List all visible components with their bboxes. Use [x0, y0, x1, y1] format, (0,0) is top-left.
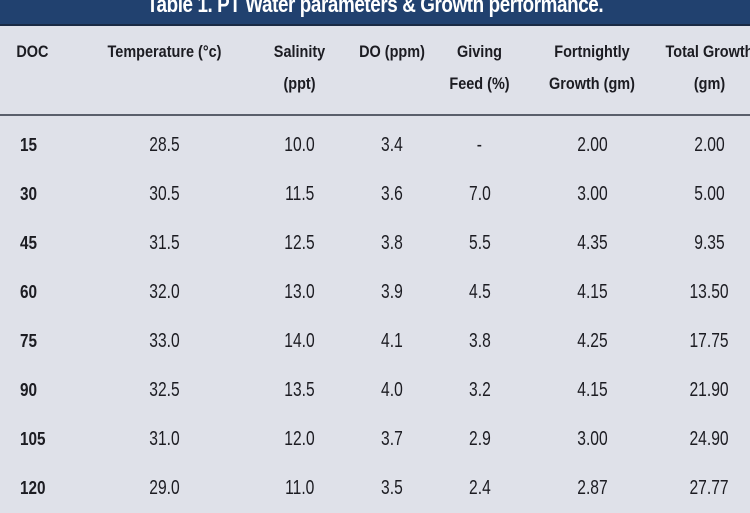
cell-giving-feed: 5.5	[468, 232, 491, 254]
cell-temperature: 28.5	[149, 134, 180, 156]
cell-doc: 120	[20, 478, 46, 498]
cell-temperature: 33.0	[149, 330, 180, 352]
cell-fortnightly-growth: 2.00	[576, 134, 608, 156]
cell-doc: 15	[20, 135, 38, 155]
header-temperature: Temperature (°c)	[94, 26, 235, 116]
header-total-growth: Total Growth (gm)	[664, 26, 750, 116]
cell-giving-feed: 4.5	[468, 281, 491, 303]
cell-salinity: 11.5	[284, 183, 315, 205]
cell-doc: 90	[20, 380, 38, 400]
cell-do: 4.1	[381, 330, 403, 352]
cell-total-growth: 24.90	[689, 428, 730, 450]
table-title: Table 1. PT Water parameters & Growth pe…	[146, 0, 604, 17]
cell-doc: 75	[20, 331, 38, 351]
cell-temperature: 31.5	[149, 232, 180, 254]
cell-giving-feed: 2.9	[468, 428, 491, 450]
cell-fortnightly-growth: 4.15	[576, 379, 608, 401]
cell-temperature: 32.5	[149, 379, 180, 401]
cell-doc: 105	[20, 429, 46, 449]
cell-giving-feed: 7.0	[468, 183, 491, 205]
cell-giving-feed: -	[476, 134, 483, 156]
cell-fortnightly-growth: 2.87	[576, 477, 608, 499]
water-parameters-table: DOC Temperature (°c) Salinity (ppt) DO (p…	[0, 26, 750, 513]
cell-salinity: 12.5	[284, 232, 315, 254]
table-row: 90 32.5 13.5 4.0 3.2 4.15 21.90	[0, 366, 750, 415]
cell-giving-feed: 3.2	[468, 379, 491, 401]
cell-total-growth: 13.50	[689, 281, 730, 303]
header-giving-feed: Giving Feed (%)	[439, 26, 520, 116]
cell-do: 3.8	[381, 232, 403, 254]
table-row: 75 33.0 14.0 4.1 3.8 4.25 17.75	[0, 317, 750, 366]
cell-salinity: 13.0	[284, 281, 315, 303]
cell-do: 3.7	[381, 428, 403, 450]
cell-do: 3.5	[381, 477, 403, 499]
cell-giving-feed: 2.4	[468, 477, 491, 499]
cell-salinity: 13.5	[284, 379, 315, 401]
cell-fortnightly-growth: 3.00	[576, 183, 608, 205]
cell-doc: 45	[20, 233, 38, 253]
cell-doc: 30	[20, 184, 38, 204]
header-doc: DOC	[6, 26, 76, 116]
table-header-row: DOC Temperature (°c) Salinity (ppt) DO (p…	[0, 26, 750, 116]
cell-salinity: 12.0	[284, 428, 315, 450]
cell-total-growth: 9.35	[694, 232, 725, 254]
cell-fortnightly-growth: 3.00	[576, 428, 608, 450]
header-salinity: Salinity (ppt)	[254, 26, 345, 116]
cell-salinity: 14.0	[284, 330, 315, 352]
cell-giving-feed: 3.8	[468, 330, 491, 352]
table-row: 120 29.0 11.0 3.5 2.4 2.87 27.77	[0, 464, 750, 513]
cell-doc: 60	[20, 282, 38, 302]
table-row: 105 31.0 12.0 3.7 2.9 3.00 24.90	[0, 415, 750, 464]
cell-fortnightly-growth: 4.15	[576, 281, 608, 303]
cell-temperature: 29.0	[149, 477, 180, 499]
cell-total-growth: 27.77	[689, 477, 730, 499]
cell-fortnightly-growth: 4.35	[576, 232, 608, 254]
table-row: 45 31.5 12.5 3.8 5.5 4.35 9.35	[0, 219, 750, 268]
cell-temperature: 30.5	[149, 183, 180, 205]
cell-fortnightly-growth: 4.25	[576, 330, 608, 352]
cell-total-growth: 5.00	[694, 183, 725, 205]
cell-salinity: 10.0	[284, 134, 315, 156]
table-title-bar: Table 1. PT Water parameters & Growth pe…	[0, 0, 750, 26]
table-row: 30 30.5 11.5 3.6 7.0 3.00 5.00	[0, 170, 750, 219]
header-do: DO (ppm)	[358, 26, 426, 116]
cell-salinity: 11.0	[284, 477, 315, 499]
cell-temperature: 31.0	[149, 428, 180, 450]
header-fortnightly-growth: Fortnightly Growth (gm)	[536, 26, 648, 116]
cell-do: 4.0	[381, 379, 403, 401]
table-row: 60 32.0 13.0 3.9 4.5 4.15 13.50	[0, 268, 750, 317]
cell-total-growth: 21.90	[689, 379, 730, 401]
cell-total-growth: 2.00	[694, 134, 725, 156]
cell-do: 3.9	[381, 281, 403, 303]
cell-do: 3.6	[381, 183, 403, 205]
cell-temperature: 32.0	[149, 281, 180, 303]
cell-total-growth: 17.75	[689, 330, 730, 352]
cell-do: 3.4	[381, 134, 403, 156]
table-row: 15 28.5 10.0 3.4 - 2.00 2.00	[0, 115, 750, 170]
